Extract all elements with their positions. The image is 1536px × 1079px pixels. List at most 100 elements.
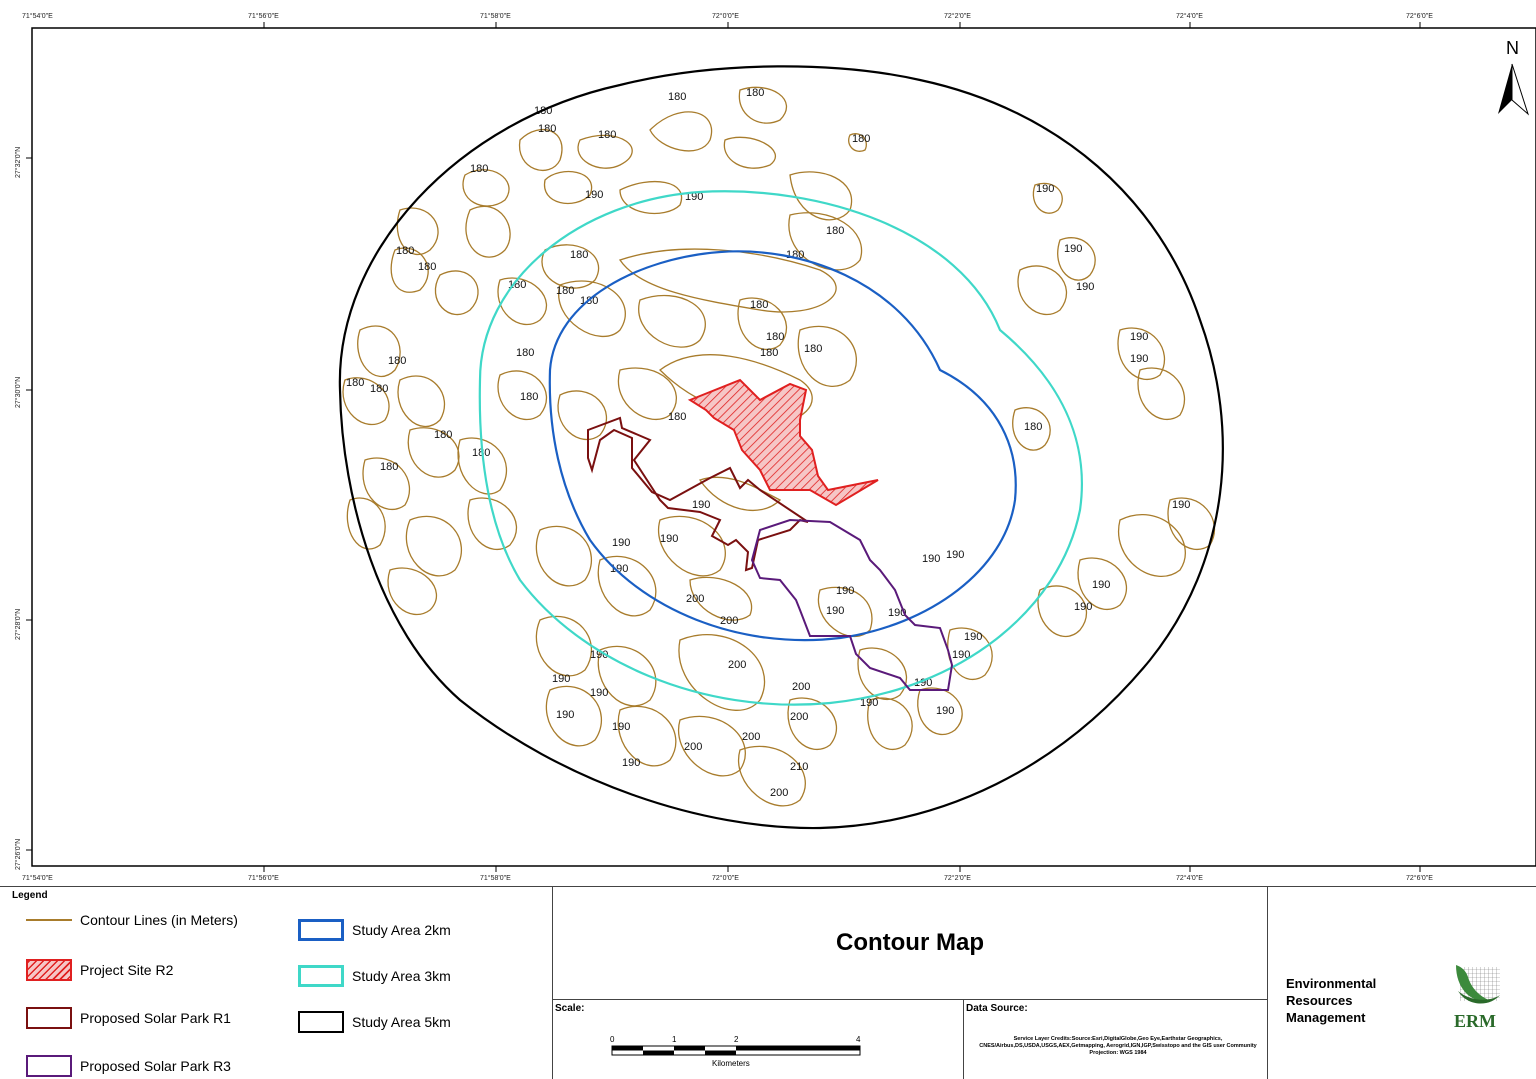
scale-tick: 0 xyxy=(610,1035,615,1044)
map-title: Contour Map xyxy=(836,929,984,956)
contour-label: 200 xyxy=(728,659,746,671)
contour-label: 190 xyxy=(914,677,932,689)
contour-label: 200 xyxy=(790,711,808,723)
legend-label: Study Area 2km xyxy=(352,922,451,938)
contour-label: 190 xyxy=(1074,601,1092,613)
contour-label: 180 xyxy=(760,347,778,359)
contour-label: 180 xyxy=(380,461,398,473)
contour-label: 180 xyxy=(1024,421,1042,433)
contour-label: 180 xyxy=(516,347,534,359)
contour-label: 190 xyxy=(946,549,964,561)
contour-label: 180 xyxy=(556,285,574,297)
legend-solar-park-r3: Proposed Solar Park R3 xyxy=(26,1055,231,1077)
contour-label: 180 xyxy=(766,331,784,343)
contour-label: 180 xyxy=(750,299,768,311)
contour-label: 190 xyxy=(1064,243,1082,255)
contour-label: 190 xyxy=(964,631,982,643)
north-arrow: N xyxy=(1498,38,1530,116)
legend-solar-park-r1: Proposed Solar Park R1 xyxy=(26,1007,231,1029)
legend-study-area-5km: Study Area 5km xyxy=(298,1011,451,1033)
legend-label: Contour Lines (in Meters) xyxy=(80,912,238,928)
contour-label: 180 xyxy=(570,249,588,261)
legend-label: Proposed Solar Park R1 xyxy=(80,1010,231,1026)
longitude-ticks-bottom: 71°54'0"E 71°56'0"E 71°58'0"E 72°0'0"E 7… xyxy=(22,874,1433,882)
contour-label: 200 xyxy=(742,731,760,743)
title-panel: Contour Map xyxy=(553,887,1268,1000)
contour-label: 190 xyxy=(660,533,678,545)
scale-tick: 2 xyxy=(734,1035,739,1044)
study-area-3km-boundary xyxy=(478,190,1083,706)
contour-label: 190 xyxy=(692,499,710,511)
lon-tick-label: 72°0'0"E xyxy=(712,874,739,882)
contour-label: 190 xyxy=(1130,353,1148,365)
contour-label: 190 xyxy=(552,673,570,685)
scale-panel: Scale: 0 1 2 4 Kilometers xyxy=(553,1000,964,1079)
data-source-heading: Data Source: xyxy=(966,1003,1028,1014)
contour-label: 180 xyxy=(388,355,406,367)
contour-label: 200 xyxy=(684,741,702,753)
contour-lines xyxy=(342,86,1216,807)
latitude-ticks: 27°32'0"N 27°30'0"N 27°28'0"N 27°26'0"N xyxy=(14,147,22,870)
contour-label: 190 xyxy=(612,721,630,733)
contour-labels: 180 180 180 180 180 180 180 190 190 190 … xyxy=(346,87,1190,799)
contour-label: 190 xyxy=(585,189,603,201)
organization-panel: Environmental Resources Management ERM xyxy=(1268,887,1536,1079)
contour-label: 190 xyxy=(556,709,574,721)
contour-label: 190 xyxy=(622,757,640,769)
contour-label: 180 xyxy=(746,87,764,99)
tick-marks xyxy=(26,22,1421,872)
lon-tick-label: 72°2'0"E xyxy=(944,12,971,20)
contour-label: 190 xyxy=(1036,183,1054,195)
scale-heading: Scale: xyxy=(555,1003,585,1014)
contour-label: 190 xyxy=(826,605,844,617)
study-area-3km-symbol xyxy=(298,965,344,987)
legend-label: Study Area 3km xyxy=(352,968,451,984)
contour-label: 190 xyxy=(1076,281,1094,293)
contour-label: 190 xyxy=(1172,499,1190,511)
lon-tick-label: 72°6'0"E xyxy=(1406,874,1433,882)
lon-tick-label: 72°4'0"E xyxy=(1176,874,1203,882)
lon-tick-label: 71°54'0"E xyxy=(22,12,53,20)
solar-park-r1-boundary xyxy=(587,416,809,572)
lon-tick-label: 72°6'0"E xyxy=(1406,12,1433,20)
solar-park-r3-boundary xyxy=(750,518,954,691)
data-source-credits: Service Layer Credits:Source:Esri,Digita… xyxy=(979,1036,1257,1056)
lon-tick-label: 71°56'0"E xyxy=(248,12,279,20)
legend-project-site-r2: Project Site R2 xyxy=(26,959,173,981)
study-area-2km-symbol xyxy=(298,919,344,941)
project-site-symbol xyxy=(26,959,72,981)
lon-tick-label: 72°0'0"E xyxy=(712,12,739,20)
contour-label: 190 xyxy=(685,191,703,203)
scale-tick: 1 xyxy=(672,1035,677,1044)
contour-label: 190 xyxy=(952,649,970,661)
solar-park-r3-symbol xyxy=(26,1055,72,1077)
scale-tick: 4 xyxy=(856,1035,861,1044)
contour-label: 200 xyxy=(720,615,738,627)
contour-label: 190 xyxy=(610,563,628,575)
contour-label: 180 xyxy=(396,245,414,257)
contour-label: 190 xyxy=(860,697,878,709)
legend-title: Legend xyxy=(12,890,48,901)
contour-label: 210 xyxy=(790,761,808,773)
contour-label: 200 xyxy=(686,593,704,605)
legend: Legend Contour Lines (in Meters) Project… xyxy=(8,887,553,1079)
erm-logo-icon: ERM xyxy=(1454,965,1500,1031)
lon-tick-label: 71°54'0"E xyxy=(22,874,53,882)
lon-tick-label: 71°56'0"E xyxy=(248,874,279,882)
scale-bar: 0 1 2 4 Kilometers xyxy=(610,1035,861,1068)
legend-label: Study Area 5km xyxy=(352,1014,451,1030)
north-arrow-icon xyxy=(1511,63,1530,116)
contour-label: 180 xyxy=(508,279,526,291)
contour-label: 180 xyxy=(852,133,870,145)
contour-label: 180 xyxy=(520,391,538,403)
longitude-ticks-top: 71°54'0"E 71°56'0"E 71°58'0"E 72°0'0"E 7… xyxy=(22,12,1433,20)
lat-tick-label: 27°28'0"N xyxy=(14,609,22,640)
lon-tick-label: 71°58'0"E xyxy=(480,12,511,20)
contour-label: 180 xyxy=(668,91,686,103)
erm-logo-text: ERM xyxy=(1454,1011,1496,1031)
contour-label: 200 xyxy=(792,681,810,693)
contour-label: 180 xyxy=(804,343,822,355)
north-arrow-icon xyxy=(1498,64,1512,114)
lon-tick-label: 72°4'0"E xyxy=(1176,12,1203,20)
contour-label: 180 xyxy=(826,225,844,237)
